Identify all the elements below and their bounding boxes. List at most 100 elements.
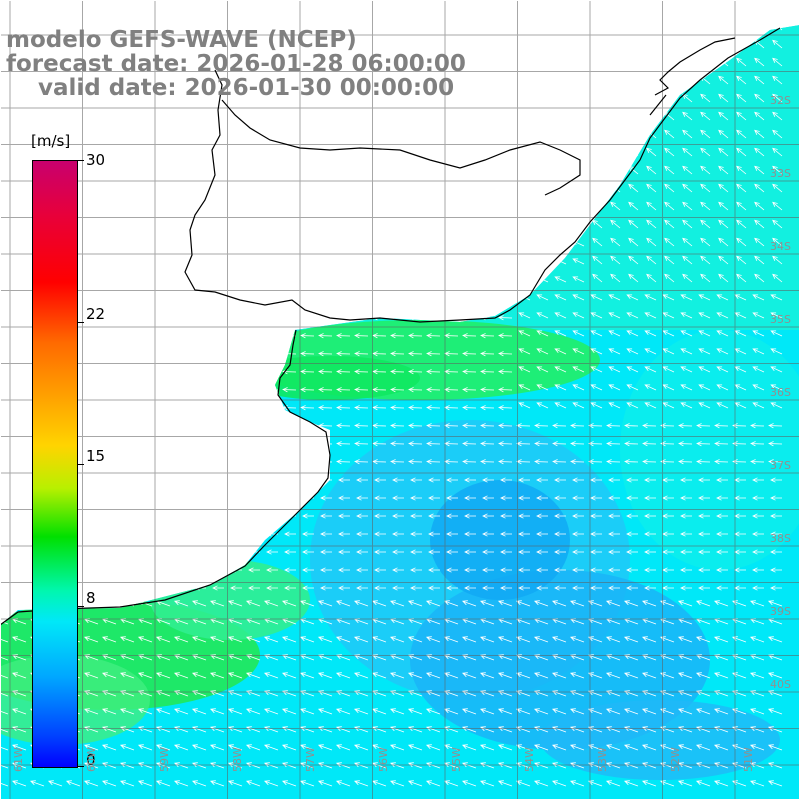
wind-arrow — [390, 387, 405, 393]
wind-arrow — [498, 315, 513, 321]
wind-arrow — [664, 255, 675, 265]
wind-arrow — [698, 513, 710, 519]
wind-arrow — [628, 129, 639, 139]
wind-arrow — [695, 600, 711, 607]
wind-arrow — [770, 549, 782, 555]
wind-arrow — [664, 273, 675, 283]
wind-arrow — [102, 171, 117, 177]
wind-arrow — [772, 201, 783, 211]
wind-arrow — [480, 297, 495, 303]
wind-arrow — [700, 129, 711, 139]
wind-arrow — [11, 762, 27, 769]
wind-arrow — [641, 708, 657, 715]
wind-arrow — [14, 549, 26, 555]
wind-arrow — [592, 183, 603, 193]
wind-arrow — [374, 495, 386, 501]
wind-arrow — [772, 93, 783, 103]
wind-arrow — [227, 672, 243, 679]
wind-arrow — [174, 423, 189, 429]
colorbar-tick-label: 8 — [86, 588, 96, 607]
wind-arrow — [497, 708, 513, 715]
wind-arrow — [140, 567, 152, 573]
wind-arrow — [569, 744, 585, 751]
wind-arrow — [552, 459, 567, 465]
wind-arrow — [137, 672, 153, 679]
wind-arrow — [300, 225, 315, 231]
wind-arrow — [736, 111, 747, 121]
wind-arrow — [536, 549, 548, 555]
wind-arrow — [209, 708, 225, 715]
wind-arrow — [682, 93, 693, 103]
wind-arrow — [158, 477, 170, 483]
wind-arrow — [592, 93, 603, 103]
wind-arrow — [772, 57, 783, 67]
wind-arrow — [536, 312, 549, 319]
wind-arrow — [767, 636, 783, 643]
wind-arrow — [770, 495, 782, 501]
wind-arrow — [551, 780, 567, 787]
wind-arrow — [518, 384, 531, 391]
wind-arrow — [718, 219, 729, 229]
wind-arrow — [174, 207, 189, 213]
wind-arrow — [426, 207, 441, 213]
wind-arrow — [156, 405, 171, 411]
wind-arrow — [282, 315, 297, 321]
wind-arrow — [536, 348, 549, 355]
wind-arrow — [628, 147, 639, 157]
wind-arrow — [554, 477, 566, 483]
wind-arrow — [498, 243, 513, 249]
wind-arrow — [461, 708, 477, 715]
wind-arrow — [102, 225, 117, 231]
wind-arrow — [536, 25, 549, 31]
wind-arrow — [754, 255, 765, 265]
wind-arrow — [572, 78, 585, 85]
wind-arrow — [317, 600, 333, 607]
wind-arrow — [318, 387, 333, 393]
wind-arrow — [605, 762, 621, 769]
wind-arrow — [174, 243, 189, 249]
wind-arrow — [718, 75, 729, 85]
wind-arrow — [228, 351, 243, 357]
wind-arrow — [536, 60, 549, 67]
wind-arrow — [227, 762, 243, 769]
wind-arrow — [498, 189, 513, 195]
wind-arrow — [754, 273, 765, 283]
wind-arrow — [680, 549, 692, 555]
wind-arrow — [209, 672, 225, 679]
wind-arrow — [588, 441, 603, 447]
wind-arrow — [246, 351, 261, 357]
wind-arrow — [462, 441, 477, 447]
wind-arrow — [713, 672, 729, 679]
wind-arrow — [428, 549, 440, 555]
wind-arrow — [590, 549, 602, 555]
wind-arrow — [390, 333, 405, 339]
wind-arrow — [0, 654, 9, 661]
wind-arrow — [752, 348, 765, 355]
wind-arrow — [138, 171, 153, 177]
wind-arrow — [120, 279, 135, 285]
wind-arrow — [752, 330, 765, 337]
wind-arrow — [227, 636, 243, 643]
wind-arrow — [264, 153, 279, 159]
wind-arrow — [518, 366, 531, 373]
wind-arrow — [336, 423, 351, 429]
wind-arrow — [536, 294, 549, 301]
wind-arrow — [11, 780, 27, 787]
wind-arrow — [644, 348, 657, 355]
wind-arrow — [677, 672, 693, 679]
wind-arrow — [554, 204, 567, 211]
wind-arrow — [518, 60, 531, 67]
longitude-label: 57W — [304, 747, 317, 772]
wind-arrow — [354, 297, 369, 303]
wind-arrow — [426, 117, 441, 123]
wind-arrow — [680, 384, 693, 391]
wind-arrow — [210, 405, 225, 411]
wind-arrow — [14, 513, 26, 519]
wind-arrow — [192, 351, 207, 357]
longitude-label: 61W — [12, 747, 25, 772]
wind-arrow — [716, 531, 728, 537]
wind-arrow — [174, 351, 189, 357]
wind-arrow — [119, 708, 135, 715]
wind-arrow — [0, 243, 9, 249]
wind-arrow — [102, 189, 117, 195]
